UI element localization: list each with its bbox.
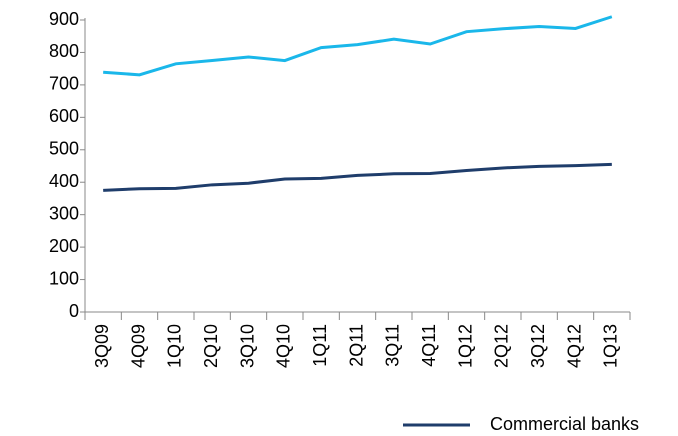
- y-tick-label: 500: [49, 139, 79, 159]
- x-tick-label: 4Q11: [419, 324, 439, 367]
- y-tick-label: 300: [49, 203, 79, 223]
- x-tick-label: 4Q09: [128, 324, 148, 368]
- y-tick-label: 100: [49, 268, 79, 288]
- x-tick-label: 4Q12: [564, 324, 584, 368]
- x-tick-label: 1Q13: [601, 324, 621, 368]
- x-tick-label: 1Q10: [165, 324, 185, 368]
- x-tick-label: 3Q09: [92, 324, 112, 368]
- y-tick-label: 700: [49, 74, 79, 94]
- x-tick-label: 3Q11: [383, 324, 403, 367]
- x-tick-label: 3Q10: [237, 324, 257, 368]
- y-tick-label: 0: [69, 301, 79, 321]
- y-tick-label: 200: [49, 236, 79, 256]
- x-tick-label: 2Q10: [201, 324, 221, 368]
- x-tick-label: 3Q12: [528, 324, 548, 368]
- x-tick-label: 2Q11: [346, 324, 366, 367]
- y-tick-label: 600: [49, 106, 79, 126]
- y-tick-label: 400: [49, 171, 79, 191]
- y-tick-label: 900: [49, 9, 79, 29]
- x-tick-label: 2Q12: [492, 324, 512, 368]
- y-tick-label: 800: [49, 41, 79, 61]
- plot-area: [103, 15, 613, 192]
- x-tick-label: 1Q11: [310, 324, 330, 367]
- legend-label: Commercial banks: [490, 414, 639, 434]
- series-line: [103, 15, 613, 77]
- x-tick-label: 1Q12: [455, 324, 475, 368]
- x-tick-label: 4Q10: [274, 324, 294, 368]
- series-line: [103, 162, 612, 192]
